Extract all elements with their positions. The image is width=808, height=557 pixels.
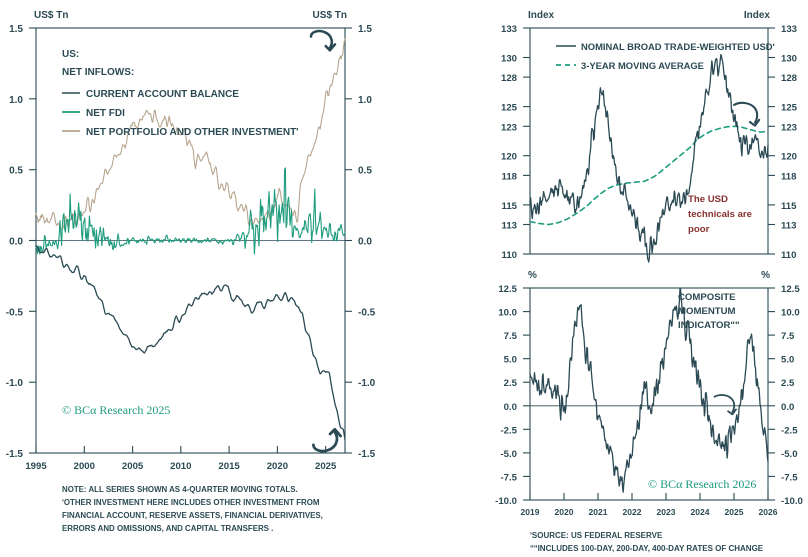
svg-text:-1.0: -1.0 bbox=[358, 378, 376, 389]
svg-text:12.5: 12.5 bbox=[781, 284, 800, 295]
svg-text:3-YEAR MOVING AVERAGE: 3-YEAR MOVING AVERAGE bbox=[581, 60, 704, 71]
svg-text:1.0: 1.0 bbox=[9, 95, 23, 106]
svg-text:128: 128 bbox=[501, 73, 518, 84]
svg-text:130: 130 bbox=[781, 54, 797, 65]
svg-text:1995: 1995 bbox=[25, 461, 47, 472]
svg-text:10.0: 10.0 bbox=[498, 308, 517, 319]
svg-text:ʹOTHER INVESTMENT HERE INCLUDE: ʹOTHER INVESTMENT HERE INCLUDES OTHER IN… bbox=[62, 498, 320, 507]
svg-text:%: % bbox=[761, 270, 770, 281]
svg-text:115: 115 bbox=[502, 201, 518, 212]
svg-text:2024: 2024 bbox=[691, 507, 710, 517]
svg-text:US$ Tn: US$ Tn bbox=[34, 10, 68, 21]
svg-text:US$ Tn: US$ Tn bbox=[313, 10, 347, 21]
svg-text:2.5: 2.5 bbox=[781, 378, 795, 389]
svg-text:5.0: 5.0 bbox=[781, 355, 794, 366]
svg-text:115: 115 bbox=[781, 201, 797, 212]
svg-text:130: 130 bbox=[501, 54, 517, 65]
svg-text:113: 113 bbox=[502, 221, 517, 232]
svg-text:125: 125 bbox=[781, 103, 798, 114]
svg-text:%: % bbox=[528, 270, 537, 281]
svg-text:INDICATORʺʺ: INDICATORʺʺ bbox=[678, 320, 740, 331]
svg-text:12.5: 12.5 bbox=[498, 284, 517, 295]
svg-text:2010: 2010 bbox=[170, 461, 191, 472]
svg-text:120: 120 bbox=[501, 152, 517, 163]
svg-text:2021: 2021 bbox=[589, 507, 608, 517]
svg-text:113: 113 bbox=[781, 221, 796, 232]
svg-text:ʺʺINCLUDES 100-DAY, 200-DAY, 4: ʺʺINCLUDES 100-DAY, 200-DAY, 400-DAY RAT… bbox=[530, 544, 764, 553]
svg-text:© BCα Research 2026: © BCα Research 2026 bbox=[648, 477, 756, 491]
svg-text:The USD: The USD bbox=[688, 194, 728, 205]
svg-text:NET INFLOWS:: NET INFLOWS: bbox=[62, 67, 134, 78]
svg-text:0.0: 0.0 bbox=[781, 402, 794, 413]
svg-text:-5.0: -5.0 bbox=[781, 449, 798, 460]
svg-text:128: 128 bbox=[781, 73, 798, 84]
svg-text:2025: 2025 bbox=[725, 507, 744, 517]
svg-text:7.5: 7.5 bbox=[504, 331, 518, 342]
svg-text:NET PORTFOLIO AND OTHER INVEST: NET PORTFOLIO AND OTHER INVESTMENTʹ bbox=[86, 127, 299, 138]
svg-text:-1.5: -1.5 bbox=[358, 449, 376, 460]
svg-text:2022: 2022 bbox=[623, 507, 642, 517]
svg-text:NET FDI: NET FDI bbox=[86, 108, 125, 119]
svg-text:110: 110 bbox=[781, 250, 796, 261]
svg-text:1.0: 1.0 bbox=[358, 95, 372, 106]
svg-text:125: 125 bbox=[501, 103, 518, 114]
svg-text:7.5: 7.5 bbox=[781, 331, 795, 342]
svg-text:2005: 2005 bbox=[122, 461, 144, 472]
svg-text:2.5: 2.5 bbox=[504, 378, 518, 389]
svg-text:123: 123 bbox=[501, 122, 517, 133]
svg-text:poor: poor bbox=[688, 224, 710, 235]
svg-text:118: 118 bbox=[502, 171, 518, 182]
svg-text:ERRORS AND OMISSIONS, AND CAPI: ERRORS AND OMISSIONS, AND CAPITAL TRANSF… bbox=[62, 524, 273, 533]
svg-text:NOMINAL BROAD TRADE-WEIGHTED U: NOMINAL BROAD TRADE-WEIGHTED USDʹ bbox=[581, 41, 775, 52]
svg-text:-10.0: -10.0 bbox=[781, 496, 803, 507]
svg-text:123: 123 bbox=[781, 122, 797, 133]
svg-text:5.0: 5.0 bbox=[504, 355, 517, 366]
svg-text:Index: Index bbox=[744, 10, 771, 21]
svg-text:US:: US: bbox=[62, 49, 79, 60]
svg-text:133: 133 bbox=[781, 24, 797, 35]
svg-text:-1.0: -1.0 bbox=[6, 378, 24, 389]
svg-text:COMPOSITE: COMPOSITE bbox=[678, 292, 736, 303]
svg-text:0.0: 0.0 bbox=[9, 237, 23, 248]
svg-text:0.5: 0.5 bbox=[9, 166, 23, 177]
svg-text:-0.5: -0.5 bbox=[358, 307, 376, 318]
svg-text:2020: 2020 bbox=[267, 461, 288, 472]
svg-text:2000: 2000 bbox=[74, 461, 95, 472]
svg-text:2025: 2025 bbox=[315, 461, 337, 472]
svg-text:120: 120 bbox=[781, 152, 797, 163]
svg-text:1.5: 1.5 bbox=[358, 24, 372, 35]
svg-text:Index: Index bbox=[528, 10, 555, 21]
svg-text:0.0: 0.0 bbox=[504, 402, 517, 413]
svg-text:-2.5: -2.5 bbox=[781, 425, 798, 436]
svg-text:110: 110 bbox=[502, 250, 517, 261]
svg-text:-0.5: -0.5 bbox=[6, 307, 24, 318]
svg-text:0.5: 0.5 bbox=[358, 166, 372, 177]
svg-text:0.0: 0.0 bbox=[358, 237, 372, 248]
svg-text:FINANCIAL ACCOUNT, RESERVE ASS: FINANCIAL ACCOUNT, RESERVE ASSETS, FINAN… bbox=[62, 511, 323, 520]
svg-text:-7.5: -7.5 bbox=[781, 472, 798, 483]
svg-text:133: 133 bbox=[501, 24, 517, 35]
svg-text:-10.0: -10.0 bbox=[495, 496, 517, 507]
svg-text:118: 118 bbox=[781, 171, 797, 182]
svg-text:-1.5: -1.5 bbox=[6, 449, 24, 460]
svg-text:MOMENTUM: MOMENTUM bbox=[678, 306, 736, 317]
svg-text:2019: 2019 bbox=[521, 507, 540, 517]
svg-text:-7.5: -7.5 bbox=[500, 472, 517, 483]
svg-text:2015: 2015 bbox=[218, 461, 240, 472]
svg-text:10.0: 10.0 bbox=[781, 308, 800, 319]
svg-text:CURRENT ACCOUNT BALANCE: CURRENT ACCOUNT BALANCE bbox=[86, 89, 239, 100]
svg-text:NOTE: ALL SERIES SHOWN AS 4-QU: NOTE: ALL SERIES SHOWN AS 4-QUARTER MOVI… bbox=[62, 485, 298, 494]
svg-text:-2.5: -2.5 bbox=[500, 425, 517, 436]
svg-text:technicals are: technicals are bbox=[688, 209, 752, 220]
svg-text:1.5: 1.5 bbox=[9, 24, 23, 35]
svg-text:-5.0: -5.0 bbox=[500, 449, 517, 460]
svg-text:ʹSOURCE: US FEDERAL RESERVE: ʹSOURCE: US FEDERAL RESERVE bbox=[530, 531, 663, 540]
svg-text:2026: 2026 bbox=[759, 507, 778, 517]
svg-text:© BCα Research 2025: © BCα Research 2025 bbox=[62, 403, 170, 417]
svg-text:2020: 2020 bbox=[555, 507, 574, 517]
svg-text:2023: 2023 bbox=[657, 507, 676, 517]
